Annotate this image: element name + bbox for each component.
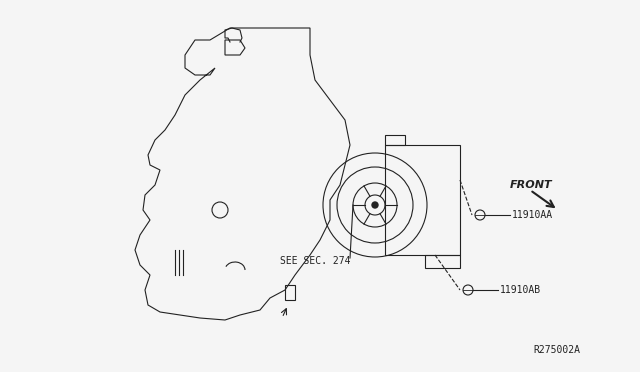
Text: 11910AB: 11910AB xyxy=(500,285,541,295)
Text: 11910AA: 11910AA xyxy=(512,210,553,220)
Text: FRONT: FRONT xyxy=(510,180,552,190)
Circle shape xyxy=(372,202,378,208)
Text: R275002A: R275002A xyxy=(533,345,580,355)
Text: SEE SEC. 274: SEE SEC. 274 xyxy=(280,256,351,266)
